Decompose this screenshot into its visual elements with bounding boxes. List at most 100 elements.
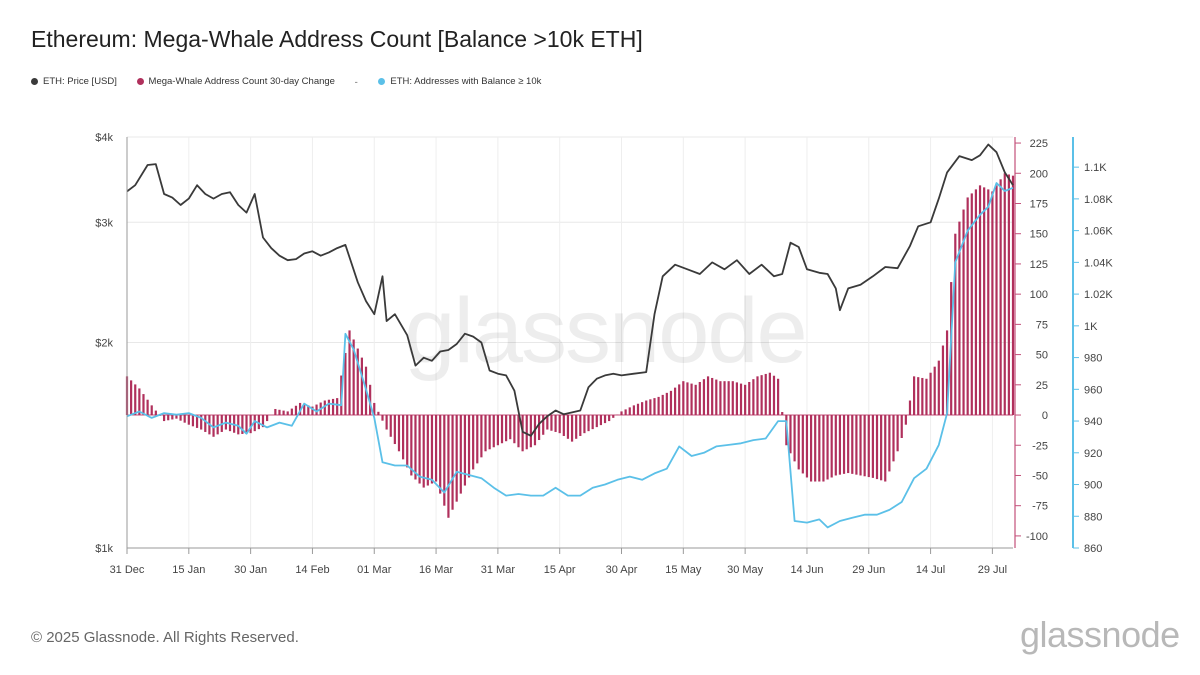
change-bar (1003, 173, 1006, 416)
change-bar (517, 415, 520, 448)
change-bar (690, 383, 693, 416)
change-bar (480, 415, 483, 458)
x-tick-label: 14 Jun (790, 564, 823, 576)
y-count-tick-label: 1.06K (1084, 226, 1113, 238)
change-bar (558, 415, 561, 434)
change-bar (402, 415, 405, 460)
legend-item-change[interactable]: Mega-Whale Address Count 30-day Change (136, 76, 335, 87)
change-bar (525, 415, 528, 450)
change-bar (711, 377, 714, 416)
change-bar (200, 415, 203, 430)
y-change-tick-label: -25 (1032, 440, 1048, 452)
change-bar (257, 415, 260, 430)
change-bar (546, 415, 549, 430)
change-bar (673, 387, 677, 416)
change-bar (311, 406, 314, 416)
line-addresses-10k (126, 182, 1014, 529)
legend-dot-price (31, 78, 38, 85)
change-bar (463, 415, 467, 486)
change-bar (760, 375, 763, 416)
y-left-tick-label: $3k (95, 217, 113, 229)
legend-item-price[interactable]: ETH: Price [USD] (31, 76, 117, 87)
y-change-tick-label: 0 (1042, 410, 1048, 422)
change-bar (352, 339, 355, 416)
change-bar (715, 379, 718, 416)
change-bar (933, 366, 936, 416)
change-bar (245, 415, 248, 434)
change-bar (377, 411, 380, 416)
y-change-tick-label: 125 (1030, 259, 1048, 271)
change-bar (369, 384, 372, 416)
change-bar (797, 415, 800, 470)
y-change-tick-label: 150 (1030, 229, 1048, 241)
change-bar (583, 415, 586, 434)
change-bar (134, 384, 137, 416)
change-bar (814, 415, 817, 482)
change-bar (756, 376, 759, 416)
change-bar (336, 398, 339, 416)
x-tick-label: 30 May (727, 564, 764, 576)
change-bar (649, 399, 652, 416)
change-bar (793, 415, 796, 462)
y-change-tick-label: -100 (1026, 531, 1048, 543)
change-bar (945, 330, 949, 416)
change-bar (439, 415, 442, 494)
y-change-tick-label: 200 (1030, 168, 1048, 180)
change-bar (237, 415, 240, 435)
change-bar (880, 415, 883, 481)
change-bar (826, 415, 829, 480)
y-change-tick-label: -50 (1032, 470, 1048, 482)
change-bar (241, 415, 244, 434)
change-bar (978, 185, 982, 416)
change-bar (682, 381, 685, 416)
change-bar (900, 415, 903, 438)
x-tick-label: 14 Jul (916, 564, 945, 576)
change-bar (426, 415, 429, 486)
change-bar (636, 403, 640, 416)
change-bar (323, 400, 326, 416)
watermark: glassnode (404, 280, 805, 382)
change-bar (851, 415, 854, 474)
change-bar (842, 415, 846, 474)
change-bar (624, 409, 627, 416)
change-bar (706, 376, 710, 416)
change-bar (282, 410, 285, 416)
y-change-tick-label: 50 (1036, 350, 1048, 362)
change-bar (381, 415, 384, 421)
legend-item-addresses[interactable]: ETH: Addresses with Balance ≥ 10k (378, 76, 541, 87)
legend-label-addresses: ETH: Addresses with Balance ≥ 10k (390, 76, 542, 87)
y-count-tick-label: 1.02K (1084, 289, 1113, 301)
change-bar (962, 209, 965, 416)
change-bar (908, 400, 912, 416)
change-bar (554, 415, 557, 432)
change-bar (253, 415, 256, 432)
change-bar (183, 415, 186, 423)
change-bar (921, 377, 924, 416)
y-count-tick-label: 1.1K (1084, 162, 1107, 174)
change-bar (937, 360, 940, 416)
change-bar (393, 415, 396, 445)
change-bar (418, 415, 421, 484)
change-bar (266, 415, 269, 422)
change-bar (389, 415, 392, 437)
legend-separator: - (354, 77, 358, 88)
change-bar (657, 396, 660, 416)
x-tick-label: 30 Apr (606, 564, 638, 576)
change-bar (591, 415, 594, 430)
y-count-tick-label: 880 (1084, 511, 1102, 523)
change-bar (974, 189, 978, 416)
change-bar (987, 189, 990, 416)
change-bar (834, 415, 837, 476)
x-tick-label: 15 Jan (172, 564, 205, 576)
change-bar (603, 415, 607, 424)
change-bar (167, 415, 170, 421)
change-bar (422, 415, 425, 488)
change-bar (360, 357, 363, 416)
x-tick-label: 01 Mar (357, 564, 392, 576)
change-bar (414, 415, 417, 480)
change-bar (179, 415, 182, 421)
change-bar (781, 412, 784, 416)
change-bar (723, 381, 726, 416)
chart-title: Ethereum: Mega-Whale Address Count [Bala… (31, 26, 643, 52)
y-left-tick-label: $1k (95, 543, 113, 555)
